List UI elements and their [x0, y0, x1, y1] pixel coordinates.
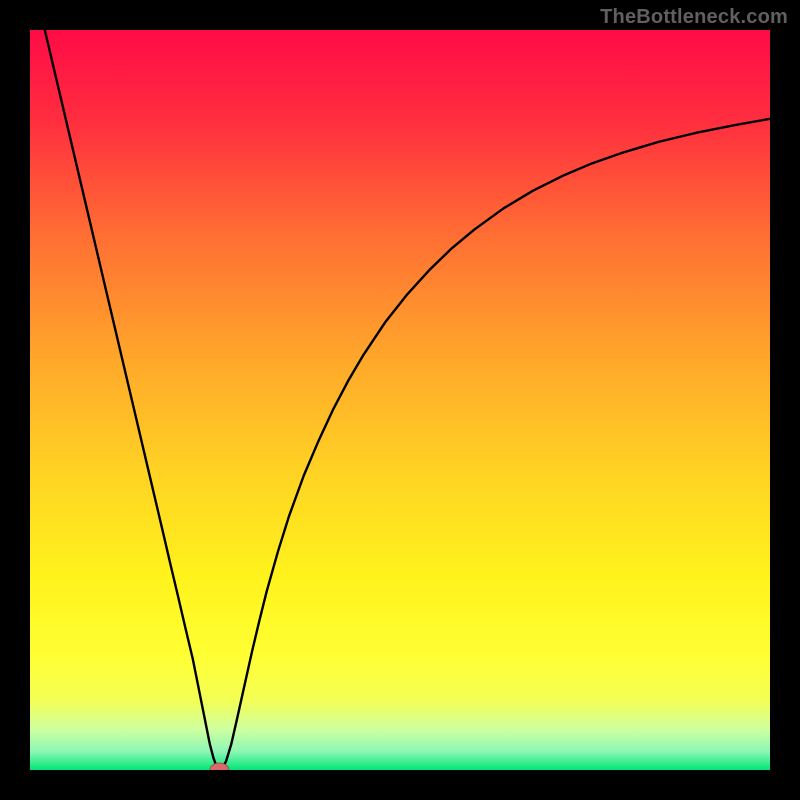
watermark-text: TheBottleneck.com [600, 6, 788, 29]
chart-frame: TheBottleneck.com [0, 0, 800, 800]
bottleneck-chart-svg [30, 30, 770, 770]
plot-area [30, 30, 770, 770]
